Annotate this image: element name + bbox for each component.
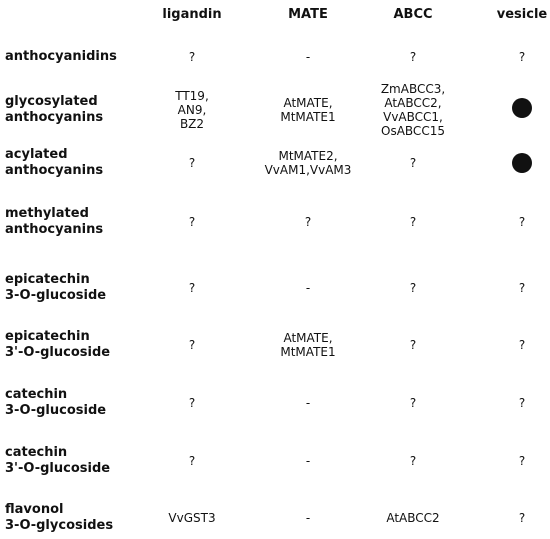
cell-text: ? — [188, 454, 196, 468]
row-label: anthocyanidins — [5, 49, 117, 64]
cell-text: ? — [188, 215, 196, 229]
cell-text: ? — [409, 338, 417, 352]
cell-text: - — [305, 454, 311, 468]
column-header: ligandin — [162, 7, 222, 22]
cell-text: - — [305, 396, 311, 410]
cell-text: ZmABCC3, AtABCC2, VvABCC1, OsABCC15 — [380, 82, 446, 138]
cell-text: VvGST3 — [168, 511, 216, 525]
cell-text: AtABCC2 — [386, 511, 440, 525]
cell-text: ? — [518, 454, 526, 468]
cell-text: ? — [188, 338, 196, 352]
cell-text: ? — [304, 215, 312, 229]
row-label: epicatechin 3-O-glucoside — [5, 272, 107, 303]
vesicle-dot — [512, 98, 532, 118]
cell-text: AtMATE, MtMATE1 — [280, 96, 336, 124]
vesicle-dot — [512, 153, 532, 173]
cell-text: ? — [409, 396, 417, 410]
row-label: acylated anthocyanins — [5, 147, 104, 178]
cell-text: ? — [188, 50, 196, 64]
cell-text: ? — [518, 338, 526, 352]
cell-text: ? — [188, 396, 196, 410]
row-label: flavonol 3-O-glycosides — [5, 502, 114, 533]
cell-text: - — [305, 511, 311, 525]
row-label: catechin 3'-O-glucoside — [5, 445, 111, 476]
cell-text: ? — [518, 396, 526, 410]
cell-text: ? — [518, 50, 526, 64]
cell-text: ? — [518, 215, 526, 229]
column-header: MATE — [288, 7, 328, 22]
cell-text: ? — [409, 281, 417, 295]
column-header: ABCC — [393, 7, 433, 22]
cell-text: ? — [409, 454, 417, 468]
cell-text: TT19, AN9, BZ2 — [175, 89, 209, 131]
cell-text: MtMATE2, VvAM1,VvAM3 — [264, 149, 352, 177]
cell-text: ? — [409, 215, 417, 229]
row-label: epicatechin 3'-O-glucoside — [5, 329, 111, 360]
cell-text: AtMATE, MtMATE1 — [280, 331, 336, 359]
column-header: vesicle — [496, 7, 548, 22]
cell-text: ? — [188, 281, 196, 295]
cell-text: ? — [409, 156, 417, 170]
cell-text: - — [305, 50, 311, 64]
cell-text: ? — [188, 156, 196, 170]
cell-text: ? — [518, 281, 526, 295]
row-label: catechin 3-O-glucoside — [5, 387, 107, 418]
cell-text: ? — [409, 50, 417, 64]
cell-text: - — [305, 281, 311, 295]
row-label: methylated anthocyanins — [5, 206, 104, 237]
row-label: glycosylated anthocyanins — [5, 94, 104, 125]
cell-text: ? — [518, 511, 526, 525]
